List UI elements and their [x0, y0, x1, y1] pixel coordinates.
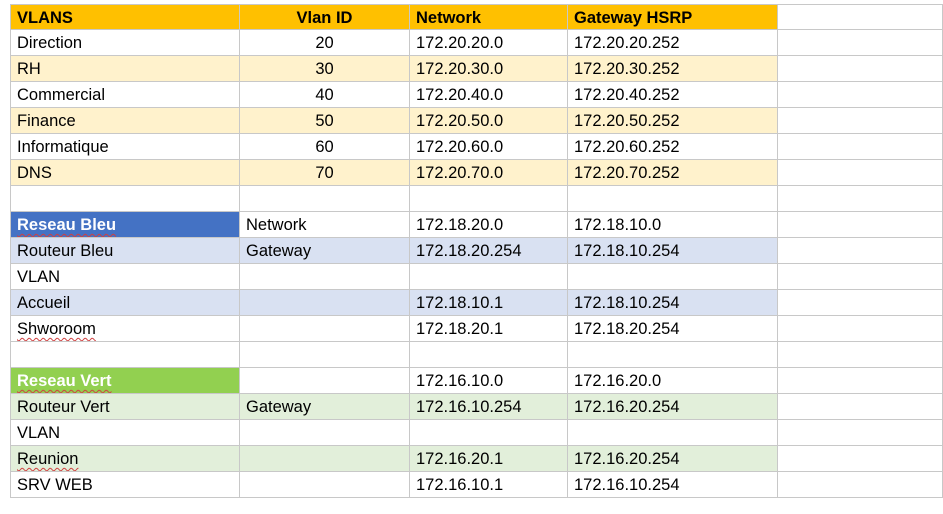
gateway-cell[interactable]: 172.18.20.254	[410, 238, 568, 264]
label-cell[interactable]: Gateway	[240, 238, 410, 264]
empty-cell[interactable]	[778, 446, 943, 472]
network-cell[interactable]: 172.18.10.1	[410, 290, 568, 316]
empty-cell[interactable]	[240, 186, 410, 212]
vlan-name-cell[interactable]: Shworoom	[10, 316, 240, 342]
gateway-cell[interactable]: 172.18.20.254	[568, 316, 778, 342]
network-cell[interactable]: 172.20.30.0	[410, 56, 568, 82]
network-cell[interactable]: 172.20.60.0	[410, 134, 568, 160]
empty-cell[interactable]	[240, 472, 410, 498]
empty-cell[interactable]	[240, 368, 410, 394]
gateway-cell[interactable]: 172.16.20.254	[568, 446, 778, 472]
network-cell[interactable]: 172.16.20.1	[410, 446, 568, 472]
empty-cell[interactable]	[568, 342, 778, 368]
reseau-bleu-title[interactable]: Reseau Bleu	[10, 212, 240, 238]
vlan-id-cell[interactable]: 40	[240, 82, 410, 108]
empty-cell[interactable]	[778, 264, 943, 290]
empty-cell[interactable]	[778, 316, 943, 342]
empty-cell[interactable]	[778, 134, 943, 160]
empty-cell[interactable]	[240, 446, 410, 472]
vlan-name-cell[interactable]: RH	[10, 56, 240, 82]
vlan-name-cell[interactable]: Informatique	[10, 134, 240, 160]
empty-cell[interactable]	[10, 342, 240, 368]
empty-cell[interactable]	[410, 342, 568, 368]
empty-cell[interactable]	[778, 290, 943, 316]
network-cell[interactable]: 172.18.10.0	[568, 212, 778, 238]
network-cell[interactable]: 172.16.10.1	[410, 472, 568, 498]
empty-cell[interactable]	[410, 264, 568, 290]
router-name-cell[interactable]: Routeur Vert	[10, 394, 240, 420]
gateway-cell[interactable]: 172.20.70.252	[568, 160, 778, 186]
empty-cell[interactable]	[568, 420, 778, 446]
network-cell[interactable]: 172.18.20.0	[410, 212, 568, 238]
label-cell[interactable]: Gateway	[240, 394, 410, 420]
vlan-name-cell[interactable]: DNS	[10, 160, 240, 186]
label-cell[interactable]: Network	[240, 212, 410, 238]
empty-cell[interactable]	[778, 186, 943, 212]
empty-cell[interactable]	[240, 316, 410, 342]
network-cell[interactable]: 172.20.70.0	[410, 160, 568, 186]
vlan-id-cell[interactable]: 60	[240, 134, 410, 160]
empty-cell[interactable]	[778, 394, 943, 420]
vlan-name-cell[interactable]: Accueil	[10, 290, 240, 316]
empty-cell[interactable]	[778, 160, 943, 186]
vlan-id-cell[interactable]: 50	[240, 108, 410, 134]
empty-cell[interactable]	[778, 368, 943, 394]
empty-cell[interactable]	[778, 342, 943, 368]
empty-cell[interactable]	[778, 4, 943, 30]
empty-cell[interactable]	[778, 82, 943, 108]
header-cell-network[interactable]: Network	[410, 4, 568, 30]
vlan-label-cell[interactable]: VLAN	[10, 264, 240, 290]
empty-cell[interactable]	[778, 472, 943, 498]
empty-cell[interactable]	[240, 290, 410, 316]
empty-cell[interactable]	[410, 186, 568, 212]
vlan-name-cell[interactable]: Commercial	[10, 82, 240, 108]
header-cell-gateway-hsrp[interactable]: Gateway HSRP	[568, 4, 778, 30]
empty-cell[interactable]	[240, 420, 410, 446]
router-name-cell[interactable]: Routeur Bleu	[10, 238, 240, 264]
gateway-cell[interactable]: 172.20.50.252	[568, 108, 778, 134]
empty-cell[interactable]	[568, 186, 778, 212]
vlan-name-cell[interactable]: SRV WEB	[10, 472, 240, 498]
network-cell[interactable]: 172.20.20.0	[410, 30, 568, 56]
vlan-id-cell[interactable]: 30	[240, 56, 410, 82]
gateway-cell[interactable]: 172.20.60.252	[568, 134, 778, 160]
vlan-label-cell[interactable]: VLAN	[10, 420, 240, 446]
gateway-cell[interactable]: 172.16.20.254	[568, 394, 778, 420]
empty-cell[interactable]	[10, 186, 240, 212]
network-cell[interactable]: 172.20.50.0	[410, 108, 568, 134]
network-cell[interactable]: 172.20.40.0	[410, 82, 568, 108]
gateway-cell[interactable]: 172.16.10.254	[410, 394, 568, 420]
empty-cell[interactable]	[778, 30, 943, 56]
vlan-id-cell[interactable]: 20	[240, 30, 410, 56]
gateway-cell[interactable]: 172.18.10.254	[568, 238, 778, 264]
empty-cell[interactable]	[778, 238, 943, 264]
gateway-cell[interactable]: 172.16.10.254	[568, 472, 778, 498]
network-cell[interactable]: 172.16.20.0	[568, 368, 778, 394]
vlan-name-cell[interactable]: Reunion	[10, 446, 240, 472]
vlan-name-cell[interactable]: Finance	[10, 108, 240, 134]
empty-cell[interactable]	[778, 56, 943, 82]
empty-cell[interactable]	[778, 212, 943, 238]
empty-cell[interactable]	[568, 264, 778, 290]
gateway-cell[interactable]: 172.20.20.252	[568, 30, 778, 56]
vlan-name-cell[interactable]: Direction	[10, 30, 240, 56]
empty-cell[interactable]	[778, 108, 943, 134]
network-cell[interactable]: 172.18.20.1	[410, 316, 568, 342]
empty-cell[interactable]	[778, 420, 943, 446]
network-cell[interactable]: 172.16.10.0	[410, 368, 568, 394]
gateway-cell[interactable]: 172.18.10.254	[568, 290, 778, 316]
header-cell-vlans[interactable]: VLANS	[10, 4, 240, 30]
gateway-cell[interactable]: 172.20.40.252	[568, 82, 778, 108]
empty-cell[interactable]	[240, 342, 410, 368]
empty-cell[interactable]	[240, 264, 410, 290]
empty-cell[interactable]	[410, 420, 568, 446]
reseau-vert-title[interactable]: Reseau Vert	[10, 368, 240, 394]
vlan-id-cell[interactable]: 70	[240, 160, 410, 186]
gateway-cell[interactable]: 172.20.30.252	[568, 56, 778, 82]
header-cell-vlan-id[interactable]: Vlan ID	[240, 4, 410, 30]
